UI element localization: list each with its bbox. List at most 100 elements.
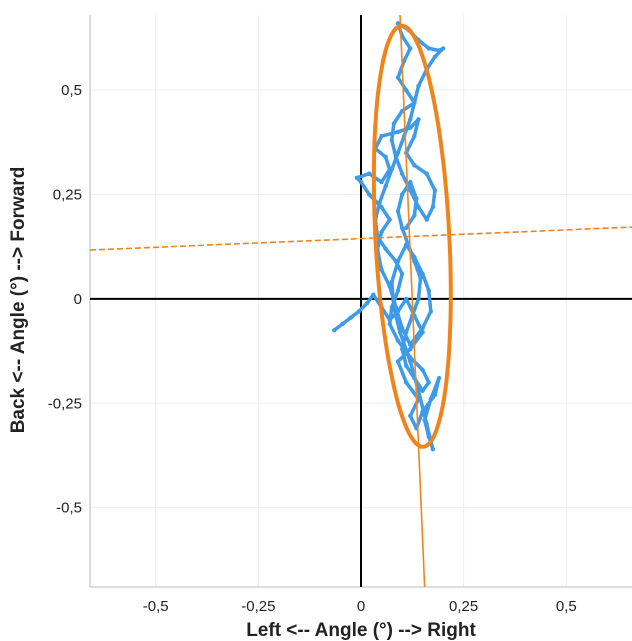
trajectory-point bbox=[393, 305, 399, 310]
trajectory-point bbox=[424, 171, 429, 176]
trajectory-point bbox=[416, 204, 421, 210]
trajectory-point bbox=[436, 48, 442, 53]
trajectory-point bbox=[408, 355, 413, 360]
trajectory-point bbox=[393, 259, 399, 264]
trajectory-point bbox=[420, 409, 425, 414]
trajectory-point bbox=[440, 46, 446, 51]
x-tick-label: 0,25 bbox=[449, 598, 478, 615]
trajectory-point bbox=[432, 188, 438, 193]
confidence-ellipse-outline bbox=[371, 23, 453, 449]
trajectory-point bbox=[377, 200, 382, 206]
trajectory-point bbox=[358, 179, 364, 185]
trajectory-point bbox=[399, 271, 405, 277]
trajectory-point bbox=[401, 58, 407, 64]
x-tick-label: -0,25 bbox=[241, 598, 275, 615]
trajectory-point bbox=[428, 396, 434, 402]
principal-axis-line bbox=[89, 226, 632, 251]
trajectory-point bbox=[408, 179, 413, 185]
trajectory-point bbox=[395, 309, 401, 314]
trajectory-point bbox=[426, 46, 431, 51]
trajectory-point bbox=[420, 271, 425, 277]
trajectory-point bbox=[403, 363, 409, 368]
trajectory-point bbox=[403, 380, 409, 385]
trajectory-point bbox=[379, 133, 384, 139]
y-tick-label: 0,25 bbox=[53, 187, 82, 204]
trajectory-point bbox=[383, 183, 388, 189]
principal-axis-line bbox=[399, 14, 426, 588]
trajectory-point bbox=[395, 129, 401, 135]
trajectory-point bbox=[416, 83, 421, 89]
trajectory-point bbox=[379, 229, 384, 235]
y-tick-label: -0,25 bbox=[48, 395, 82, 412]
x-tick-label: -0,5 bbox=[143, 598, 169, 615]
y-tick-label: 0,5 bbox=[61, 82, 82, 99]
trajectory-point bbox=[408, 46, 413, 51]
trajectory-point bbox=[379, 179, 384, 185]
trajectory-point bbox=[399, 325, 405, 331]
trajectory-point bbox=[395, 209, 401, 214]
trajectory-point bbox=[379, 204, 384, 210]
trajectory-point bbox=[408, 125, 413, 130]
trajectory-point bbox=[432, 392, 438, 398]
trajectory-point bbox=[428, 309, 434, 314]
trajectory-point bbox=[367, 171, 372, 176]
trajectory-point bbox=[395, 359, 401, 364]
trajectory-point bbox=[420, 367, 425, 373]
trajectory-point bbox=[395, 288, 401, 293]
trajectory-point bbox=[403, 296, 409, 302]
trajectory-point bbox=[403, 87, 409, 93]
trajectory-point bbox=[414, 196, 419, 201]
trajectory-point bbox=[418, 275, 423, 281]
zero-axes bbox=[89, 15, 632, 588]
trajectory-point bbox=[408, 117, 413, 122]
trajectory-point bbox=[420, 325, 425, 331]
trajectory-point bbox=[408, 346, 413, 352]
trajectory-point bbox=[412, 100, 417, 105]
trajectory-point bbox=[371, 292, 376, 297]
trajectory-point bbox=[403, 225, 409, 231]
trajectory-point bbox=[426, 380, 431, 385]
trajectory-point bbox=[340, 321, 345, 327]
trajectory-point bbox=[399, 192, 405, 197]
trajectory-point bbox=[436, 376, 442, 381]
y-axis-title: Back <-- Angle (°) --> Forward bbox=[8, 167, 29, 434]
trajectory-point bbox=[354, 175, 360, 181]
trajectory-point bbox=[389, 280, 394, 285]
trajectory-point bbox=[387, 321, 392, 327]
trajectory-point bbox=[387, 217, 392, 222]
trajectory-point bbox=[389, 138, 394, 143]
trajectory-point bbox=[389, 167, 394, 172]
trajectory-point bbox=[403, 330, 409, 335]
trajectory-point bbox=[432, 54, 438, 59]
tick-labels: -0,5 -0,25 0 0,25 0,5 0,5 0,25 0 -0,25 -0,5 bbox=[48, 82, 577, 615]
trajectory-point bbox=[395, 75, 401, 80]
trajectory-point bbox=[367, 192, 372, 197]
x-tick-label: 0,5 bbox=[556, 598, 577, 615]
y-tick-label: 0 bbox=[74, 291, 82, 308]
x-tick-label: 0 bbox=[357, 598, 365, 615]
trajectory-point bbox=[395, 150, 401, 155]
trajectory-point bbox=[395, 338, 401, 343]
trajectory-point bbox=[412, 213, 417, 218]
trajectory-point bbox=[412, 254, 417, 260]
trajectory-point bbox=[408, 342, 413, 348]
x-axis-title: Left <-- Angle (°) --> Right bbox=[246, 620, 476, 641]
trajectory-point bbox=[399, 108, 405, 114]
trajectory-point bbox=[424, 217, 429, 222]
trajectory-point bbox=[422, 417, 427, 423]
trajectory-point bbox=[387, 317, 392, 322]
trajectory-point bbox=[399, 346, 405, 352]
trajectory-point bbox=[383, 246, 388, 252]
confidence-ellipse bbox=[89, 14, 632, 588]
trajectory-point bbox=[383, 154, 388, 160]
trajectory-point bbox=[397, 330, 403, 335]
trajectory-point bbox=[412, 133, 417, 139]
trajectory-point bbox=[332, 328, 337, 333]
trajectory-point bbox=[408, 413, 413, 419]
trajectory-point bbox=[416, 388, 421, 393]
trajectory-point bbox=[416, 296, 421, 302]
trajectory-line bbox=[332, 21, 445, 451]
trajectory-point bbox=[412, 259, 417, 264]
trajectory-point bbox=[412, 163, 417, 168]
